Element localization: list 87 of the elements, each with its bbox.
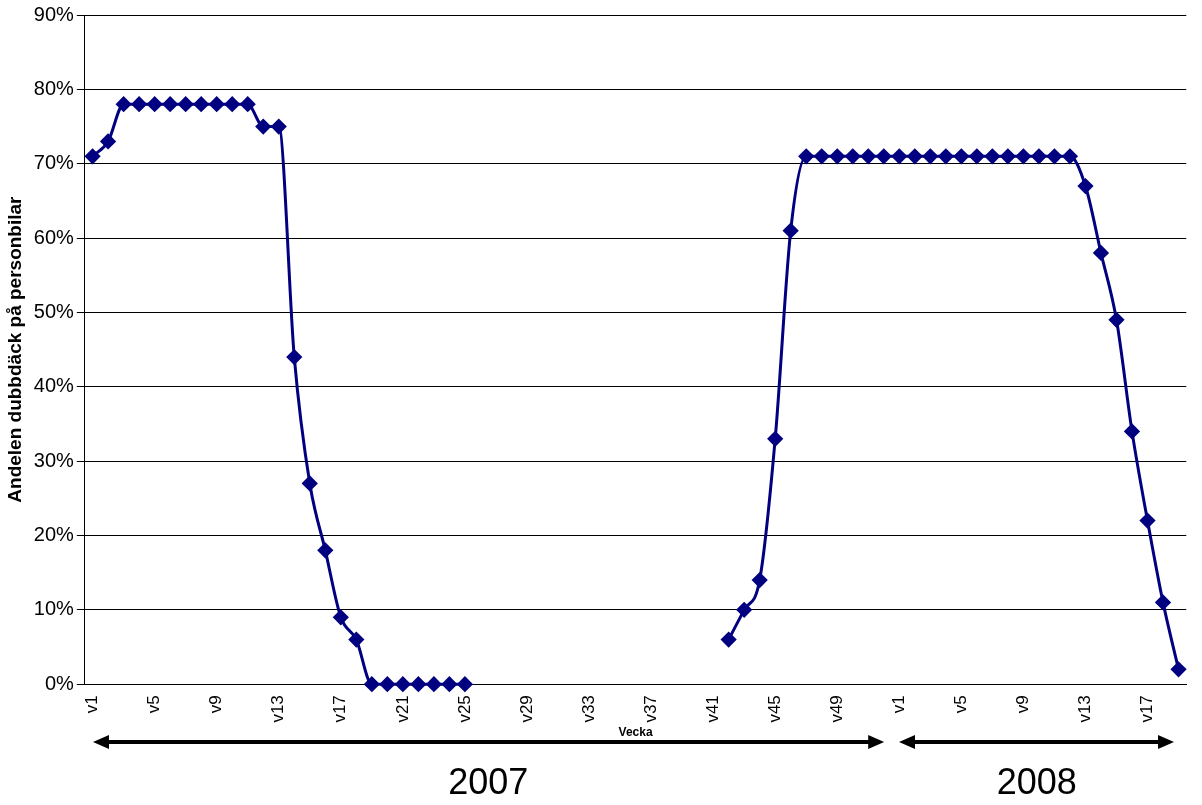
point [938, 148, 954, 164]
point [379, 676, 395, 692]
point [457, 676, 473, 692]
y-tick-label: 0% [44, 671, 75, 694]
point [410, 676, 426, 692]
y-tick-label: 30% [33, 448, 75, 471]
x-tick-label: v1 [82, 695, 102, 714]
point [162, 96, 178, 112]
point [953, 148, 969, 164]
point [395, 676, 411, 692]
x-axis-title: Vecka [618, 725, 653, 740]
point [1124, 423, 1140, 439]
point [1108, 312, 1124, 328]
point [209, 96, 225, 112]
y-tick-label: 80% [33, 76, 75, 99]
text: 2007 [447, 761, 530, 802]
x-tick-label: v37 [640, 695, 660, 723]
point [767, 431, 783, 447]
x-tick-label: v17 [1137, 695, 1157, 723]
y-tick-label: 10% [33, 597, 75, 620]
point [969, 148, 985, 164]
x-tick-label: v21 [392, 695, 412, 723]
point [798, 148, 814, 164]
y-tick-label: 90% [33, 2, 75, 25]
x-tick-label: v45 [764, 695, 784, 723]
point [147, 96, 163, 112]
point [1155, 594, 1171, 610]
x-tick-label: v9 [206, 695, 226, 714]
y-tick-label: 50% [33, 299, 75, 322]
point [302, 475, 318, 491]
y-axis-title: Andelen dubbdäck på personbilar [3, 195, 25, 503]
point [224, 96, 240, 112]
point [1140, 513, 1156, 529]
y-tick-label: 20% [33, 523, 75, 545]
point [845, 148, 861, 164]
point [829, 148, 845, 164]
point [814, 148, 830, 164]
point [1031, 148, 1047, 164]
x-tick-label: v33 [578, 695, 598, 723]
point [364, 676, 380, 692]
point [721, 632, 737, 648]
point [1046, 148, 1062, 164]
point [1015, 148, 1031, 164]
point [85, 148, 101, 164]
point [984, 148, 1000, 164]
point [193, 96, 209, 112]
point [736, 602, 752, 618]
point [116, 96, 132, 112]
point [131, 96, 147, 112]
point [333, 609, 349, 625]
point [178, 96, 194, 112]
x-tick-label: v13 [1075, 695, 1095, 723]
point [1093, 245, 1109, 261]
point [783, 223, 799, 239]
x-tick-label: v17 [330, 695, 350, 723]
x-tick-label: v49 [826, 695, 846, 723]
point [907, 148, 923, 164]
point [1062, 148, 1078, 164]
y-tick-label: 70% [33, 151, 75, 174]
point [426, 676, 442, 692]
point [922, 148, 938, 164]
point [876, 148, 892, 164]
point [317, 542, 333, 558]
point [255, 119, 271, 135]
point [752, 572, 768, 588]
point [1171, 661, 1187, 677]
point [1077, 178, 1093, 194]
point [271, 119, 287, 135]
point [348, 632, 364, 648]
x-tick-label: v5 [144, 695, 164, 714]
point [286, 349, 302, 365]
x-tick-label: v29 [516, 695, 536, 723]
y-tick-label: 40% [33, 374, 75, 397]
x-tick-label: v41 [702, 695, 722, 723]
text: 2008 [995, 761, 1078, 802]
point [240, 96, 256, 112]
point [100, 133, 116, 149]
x-tick-label: v9 [1013, 695, 1033, 714]
x-tick-label: v13 [268, 695, 288, 723]
x-tick-label: v1 [888, 695, 908, 714]
point [1000, 148, 1016, 164]
y-tick-label: 60% [33, 225, 75, 248]
x-tick-label: v5 [951, 695, 971, 714]
point [860, 148, 876, 164]
point [441, 676, 457, 692]
point [891, 148, 907, 164]
x-tick-label: v25 [454, 695, 474, 723]
